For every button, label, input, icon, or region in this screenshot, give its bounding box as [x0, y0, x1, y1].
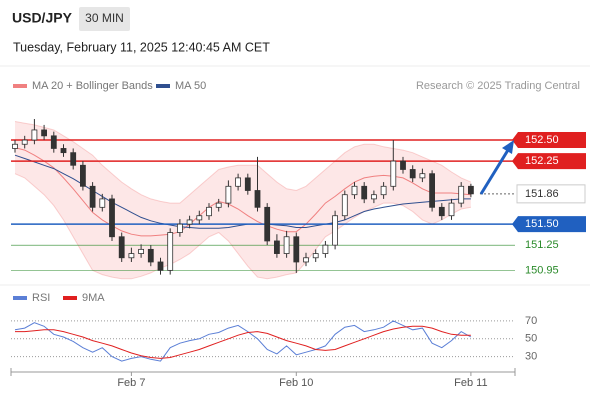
bollinger-upper: [14, 121, 472, 204]
candle-body: [264, 206, 271, 242]
candle-body: [21, 139, 28, 145]
candle-body: [273, 240, 280, 254]
plot: MA 20 + Bollinger Bands MA 50 152.50 152.25…: [11, 80, 586, 389]
level-label: 151.25: [525, 239, 559, 251]
candle-body: [70, 152, 77, 166]
candle-body: [60, 148, 67, 154]
x-tick-label: Feb 11: [454, 377, 487, 389]
candle-body: [254, 190, 261, 208]
candle-body: [206, 206, 212, 217]
forecast-arrow: [479, 149, 510, 195]
candle-body: [351, 185, 358, 196]
legend-swatch: [63, 296, 77, 300]
candle-body: [225, 185, 232, 204]
legend-swatch: [156, 84, 170, 88]
candle-body: [322, 244, 329, 254]
legend-label: 9MA: [82, 292, 105, 304]
candle-body: [467, 185, 474, 195]
candle-body: [80, 164, 86, 187]
forecast-arrowhead: [502, 140, 514, 154]
x-tick-label: Feb 7: [117, 377, 145, 389]
candle-body: [312, 253, 319, 259]
candle-body: [370, 194, 377, 200]
level-label: 152.50: [525, 134, 559, 146]
candle-body: [448, 202, 455, 217]
level-label: 152.25: [525, 155, 559, 167]
candle-body: [196, 215, 203, 221]
bollinger-lower: [14, 173, 471, 280]
x-tick-label: Feb 10: [279, 377, 313, 389]
last-price-box: [516, 184, 586, 204]
candle-body: [89, 185, 96, 208]
candle-body: [215, 202, 222, 208]
candle-body: [332, 215, 339, 246]
last-price-label: 151.86: [525, 188, 559, 200]
candle-body: [176, 223, 183, 233]
candle-body: [380, 185, 387, 196]
candle-body: [400, 160, 406, 170]
candle-body: [167, 232, 174, 271]
legend-swatch: [13, 84, 27, 88]
candle-body: [235, 177, 242, 187]
candle-body: [419, 173, 426, 179]
candle-body: [50, 135, 57, 149]
legend-label: MA 50: [175, 80, 206, 92]
y-tick-label: 50: [525, 333, 537, 345]
candle-body: [283, 236, 290, 254]
candle-body: [303, 257, 309, 263]
candle-body: [390, 160, 397, 187]
level-label: 151.50: [525, 218, 559, 230]
level-box: [512, 216, 586, 233]
candle-body: [147, 248, 154, 263]
candle-body: [157, 261, 164, 271]
candle-body: [118, 236, 125, 259]
candle-body: [12, 143, 18, 149]
candle-body: [41, 129, 47, 137]
candle-body: [341, 194, 348, 217]
candle-body: [109, 198, 115, 238]
candle-body: [128, 253, 135, 259]
credit: Research © 2025 Trading Central: [416, 80, 580, 92]
level-box: [512, 153, 586, 170]
legend-label: MA 20 + Bollinger Bands: [32, 80, 153, 92]
legend-swatch: [13, 296, 27, 300]
candle-body: [138, 248, 145, 254]
candle-body: [99, 198, 106, 208]
candle-body: [458, 185, 465, 204]
legend-label: RSI: [32, 292, 50, 304]
symbol: USD/JPY: [12, 10, 73, 26]
y-tick-label: 70: [525, 315, 537, 327]
y-tick-label: 30: [525, 351, 537, 363]
candle-body: [429, 173, 436, 208]
interval-badge: [79, 7, 130, 31]
interval: 30 MIN: [85, 11, 124, 25]
series-line: [14, 320, 472, 362]
candle-body: [244, 177, 251, 191]
candle-body: [293, 236, 300, 263]
level-box: [512, 132, 586, 149]
candle-body: [186, 219, 193, 225]
timestamp: Tuesday, February 11, 2025 12:40:45 AM C…: [13, 40, 270, 54]
candle-body: [409, 169, 416, 179]
level-label: 150.95: [525, 264, 559, 276]
candle-body: [31, 129, 38, 141]
candle-body: [361, 185, 368, 200]
series-line: [15, 325, 471, 359]
candle-body: [438, 206, 445, 217]
